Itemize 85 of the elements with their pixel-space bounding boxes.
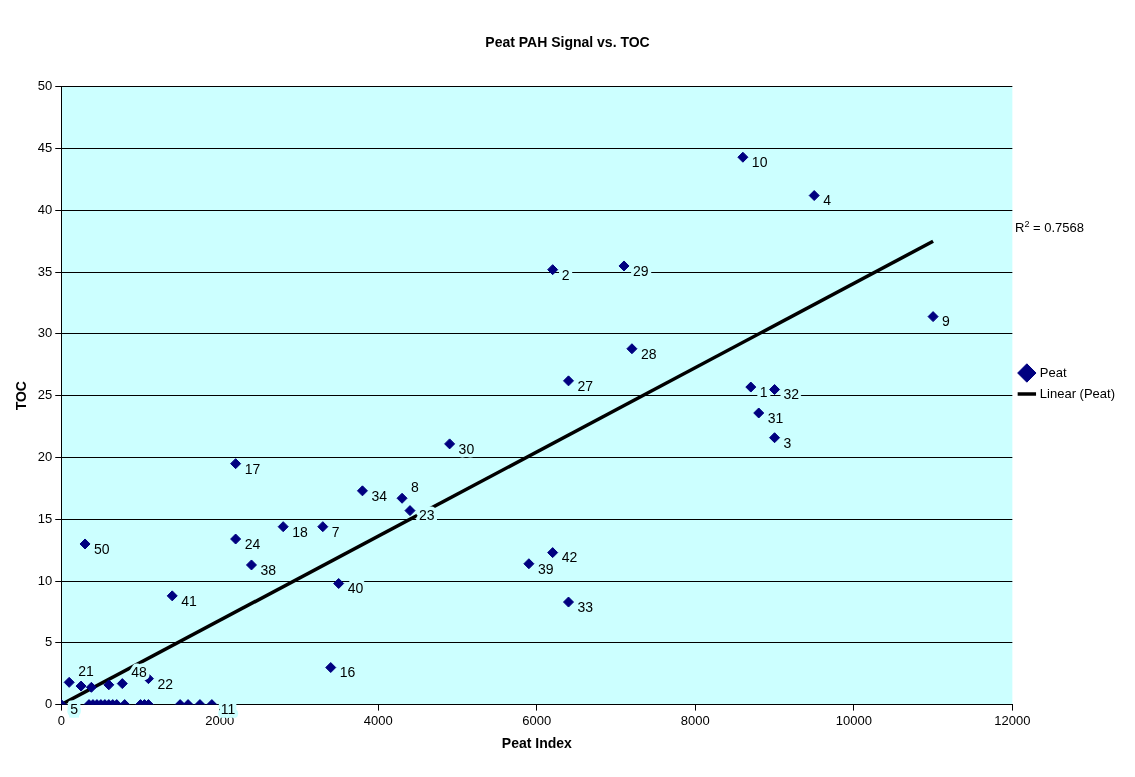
annotation: 40 [347,580,364,597]
annotation: 34 [371,487,388,504]
annotation: 38 [260,561,277,578]
annotation: 1 [759,383,768,400]
annotation: 23 [418,507,435,524]
point [230,533,242,545]
point [927,311,939,323]
x-axis-title: Peat Index [501,735,573,752]
point [745,381,757,393]
x-tick-label: 12000 [994,712,1031,728]
point [317,521,329,533]
annotation: 4 [823,192,832,209]
y-tick-label: 25 [37,387,53,403]
y-tick-label: 35 [37,263,53,279]
point [63,676,75,688]
point [230,458,242,470]
y-tick-label: 5 [45,634,53,650]
annotation: 9 [942,313,951,330]
y-tick-label: 40 [37,201,53,217]
annotation: 41 [181,592,198,609]
x-tick-label: 8000 [680,712,710,728]
point [277,521,289,533]
y-tick-label: 50 [37,78,53,94]
point [333,578,345,590]
x-tick-label: 6000 [522,712,552,728]
y-tick-label: 0 [45,696,53,712]
x-tick-label: 10000 [835,712,872,728]
point [325,662,337,674]
point [404,505,416,517]
annotation: 24 [244,535,261,552]
annotation: 7 [331,523,340,540]
point [547,264,559,276]
point [245,559,257,571]
y-tick-label: 15 [37,510,53,526]
annotation: 29 [632,262,649,279]
point [769,384,781,396]
y-tick-label: 45 [37,140,53,156]
annotation: 22 [157,675,174,692]
point [444,438,456,450]
x-tick-label: 4000 [363,712,393,728]
annotation: 31 [767,409,784,426]
y-tick-label: 30 [37,325,53,341]
annotation: 30 [458,440,475,457]
legend-label: Linear (Peat) [1039,385,1116,401]
annotation: 17 [244,460,261,477]
point [79,538,91,550]
annotation: 42 [561,549,578,566]
annotation: 21 [78,663,94,680]
annotation: 10 [751,154,768,171]
point [103,679,115,691]
point [75,680,87,692]
point [523,558,535,570]
annotation: 27 [577,377,594,394]
y-tick-label: 10 [37,572,53,588]
point [166,590,178,602]
point [753,407,765,419]
annotation: 16 [339,664,356,681]
annotation: 48 [131,664,148,681]
annotation: 3 [783,434,792,451]
annotation: 33 [577,598,594,615]
y-tick-label: 20 [37,449,53,465]
chart-title: Peat PAH Signal vs. TOC [485,34,650,51]
annotation: 28 [640,345,657,362]
legend-label: Peat [1039,364,1067,380]
point [618,260,630,272]
annotation: 32 [783,386,800,403]
point [116,678,128,690]
annotation: 11 [220,701,236,718]
point [808,190,820,202]
point [769,432,781,444]
point [563,596,575,608]
annotation: 39 [537,560,554,577]
point [85,681,97,693]
point [626,343,638,355]
y-axis-title: TOC [13,381,30,411]
point [547,547,559,559]
x-tick-label: 0 [57,712,65,728]
point [563,375,575,387]
annotation: 18 [292,523,308,540]
annotation: 5 [70,701,79,718]
annotation: 50 [94,540,110,557]
annotation: 2 [561,266,570,283]
point [356,485,368,497]
point [396,492,408,504]
annotation: 8 [411,479,420,496]
